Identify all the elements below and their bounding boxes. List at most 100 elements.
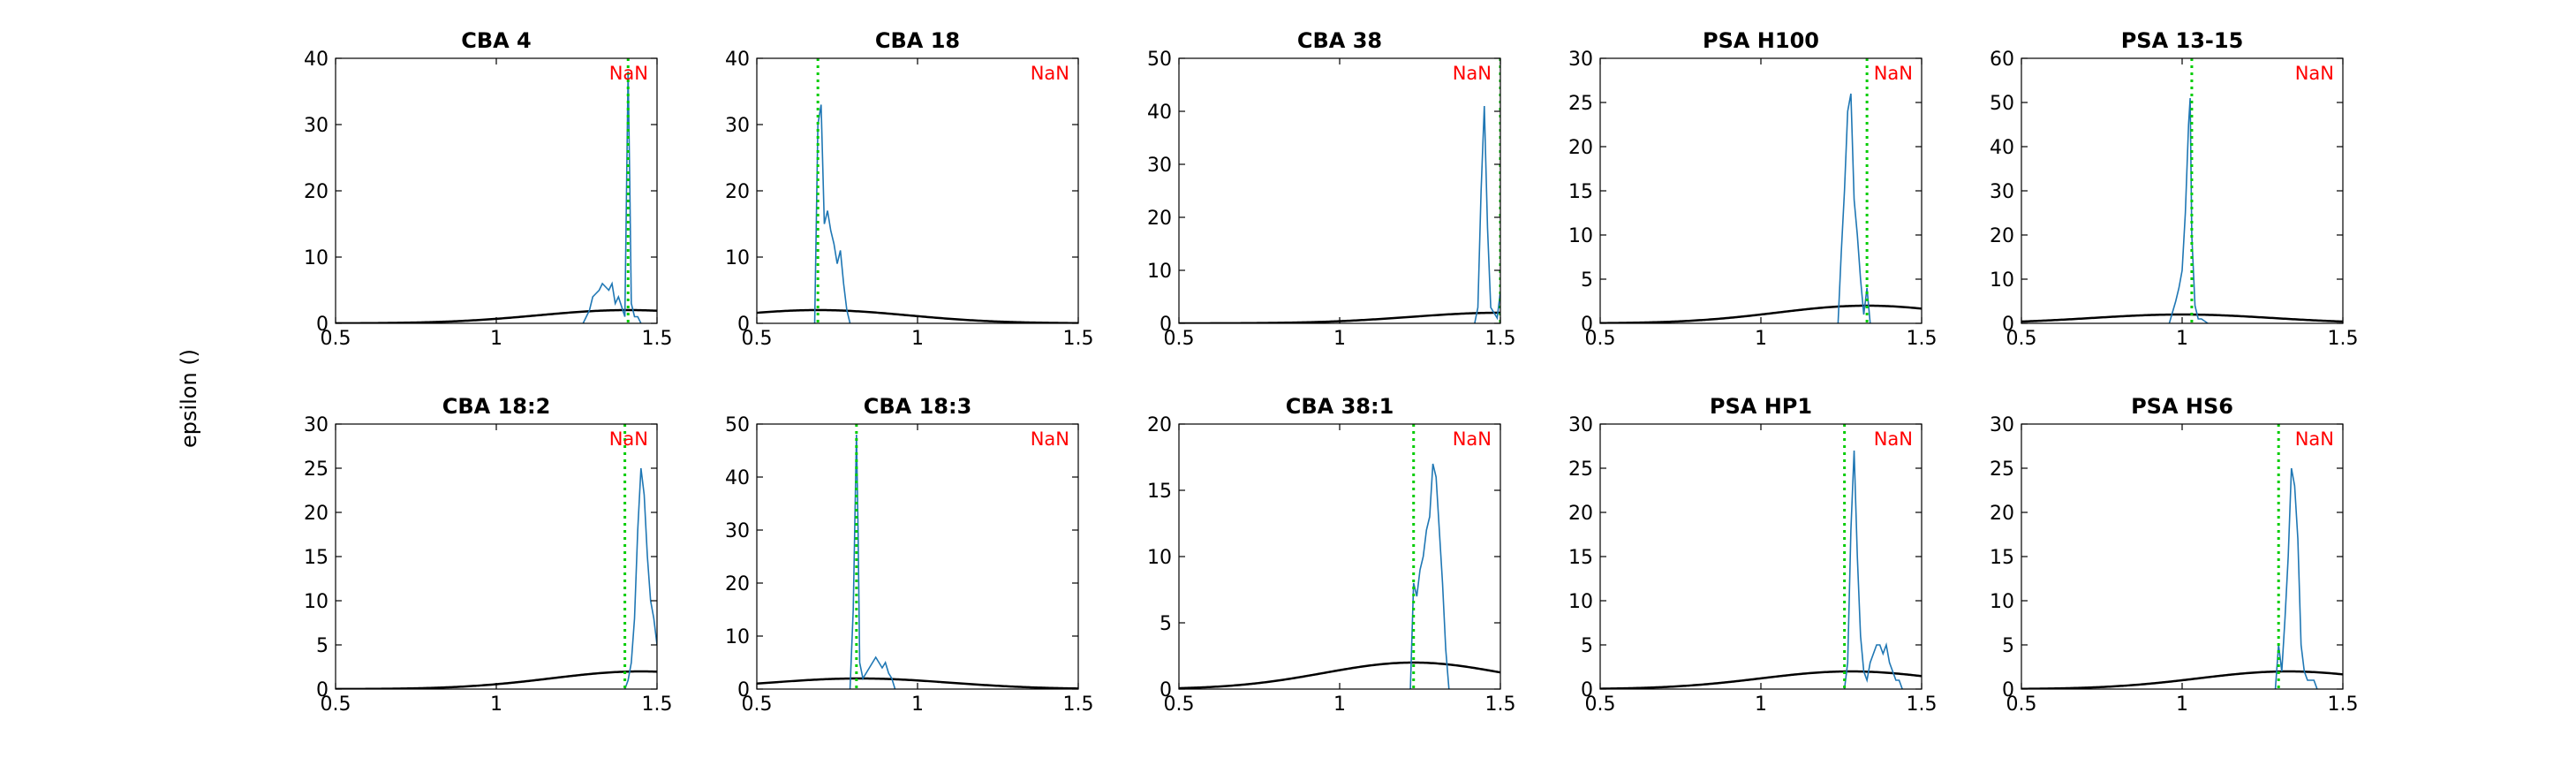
ytick-label: 20 (1147, 208, 1172, 230)
ytick-label: 0 (316, 679, 329, 701)
xtick-label: 1 (1755, 328, 1767, 350)
histogram-line (2274, 467, 2318, 689)
ytick-label: 30 (1568, 49, 1593, 71)
ytick-label: 10 (725, 247, 750, 269)
ytick-label: 40 (304, 49, 329, 71)
ytick-label: 5 (1160, 613, 1172, 635)
plot-area (1179, 424, 1500, 689)
histogram-line (2168, 97, 2209, 323)
ytick-label: 20 (725, 573, 750, 595)
ytick-label: 30 (1568, 414, 1593, 436)
subplot-1: 0 10 20 30 40 0.5 1 1.5 CBA 4 NaN (304, 28, 673, 350)
xtick-label: 1 (1755, 693, 1767, 716)
ytick-label: 15 (1147, 481, 1172, 503)
ytick-label: 5 (316, 635, 329, 657)
xtick-label: 1 (1333, 693, 1346, 716)
plot-area (336, 58, 657, 323)
subplot-10: 0 5 10 15 20 25 30 0.5 1 1.5 PSA HS6 NaN (1990, 394, 2359, 716)
plot-content (1600, 58, 1922, 323)
plot-area (2021, 58, 2343, 323)
plot-area (1600, 58, 1922, 323)
subplot-4: 0 5 10 15 20 25 30 0.5 1 1.5 PSA H100 NaN (1568, 28, 1938, 350)
ytick-label: 10 (304, 591, 329, 613)
ytick-label: 0 (1581, 314, 1593, 336)
subplot-title: PSA H100 (1703, 28, 1819, 53)
xtick-label: 1 (490, 693, 502, 716)
plot-area (757, 58, 1078, 323)
histogram-line (623, 467, 657, 689)
ytick-label: 10 (1147, 547, 1172, 569)
xtick-label: 0.5 (1164, 693, 1195, 716)
xtick-label: 1.5 (1907, 328, 1938, 350)
gaussian-curve (757, 677, 1078, 689)
plot-content (2021, 58, 2343, 323)
ytick-label: 10 (1568, 591, 1593, 613)
ytick-label: 50 (1147, 49, 1172, 71)
ytick-label: 0 (737, 314, 750, 336)
plot-area (757, 424, 1078, 689)
nan-annotation: NaN (609, 63, 648, 84)
ytick-label: 15 (1990, 547, 2014, 569)
ytick-label: 10 (1568, 225, 1593, 247)
xtick-label: 1 (911, 693, 924, 716)
ytick-label: 30 (1990, 414, 2014, 436)
xtick-label: 0.5 (742, 693, 773, 716)
ytick-label: 5 (2002, 635, 2014, 657)
xtick-label: 1.5 (1063, 693, 1094, 716)
nan-annotation: NaN (1031, 63, 1069, 84)
subplot-5: 0 10 20 30 40 50 60 0.5 1 1.5 PSA 13-15 NaN (1990, 28, 2359, 350)
ytick-label: 30 (304, 414, 329, 436)
gaussian-curve (2021, 670, 2343, 689)
nan-annotation: NaN (1874, 428, 1913, 450)
subplot-6: 0 5 10 15 20 25 30 0.5 1 1.5 CBA 18:2 NaN (304, 394, 673, 716)
ytick-label: 10 (1147, 261, 1172, 283)
ytick-label: 10 (1990, 591, 2014, 613)
ytick-label: 0 (2002, 314, 2014, 336)
subplot-8: 0 5 10 15 20 0.5 1 1.5 CBA 38:1 NaN (1147, 394, 1516, 716)
subplot-title: CBA 38 (1297, 28, 1382, 53)
histogram-line (582, 71, 642, 323)
xtick-label: 1 (1333, 328, 1346, 350)
ytick-label: 50 (1990, 93, 2014, 115)
ytick-label: 20 (1990, 503, 2014, 525)
gaussian-curve (2021, 313, 2343, 323)
ytick-label: 0 (316, 314, 329, 336)
xtick-label: 1.5 (1063, 328, 1094, 350)
subplot-title: CBA 18 (875, 28, 960, 53)
subplot-title: CBA 4 (461, 28, 532, 53)
ytick-label: 40 (1990, 137, 2014, 159)
subplot-title: CBA 18:2 (442, 394, 551, 419)
xtick-label: 0.5 (1585, 693, 1616, 716)
ytick-label: 20 (304, 181, 329, 203)
ytick-label: 30 (1990, 181, 2014, 203)
plot-content (1179, 424, 1500, 689)
ytick-label: 15 (304, 547, 329, 569)
ytick-label: 25 (1568, 458, 1593, 481)
ytick-label: 20 (1568, 137, 1593, 159)
xtick-label: 1.5 (1485, 693, 1516, 716)
histogram-line (813, 104, 851, 323)
xtick-label: 1 (911, 328, 924, 350)
figure-ylabel: epsilon () (177, 349, 201, 448)
nan-annotation: NaN (1453, 63, 1492, 84)
xtick-label: 1.5 (1907, 693, 1938, 716)
ytick-label: 20 (1990, 225, 2014, 247)
ytick-label: 20 (725, 181, 750, 203)
ytick-label: 10 (304, 247, 329, 269)
nan-annotation: NaN (1453, 428, 1492, 450)
xtick-label: 1.5 (642, 328, 673, 350)
ytick-label: 5 (1581, 635, 1593, 657)
xtick-label: 1 (490, 328, 502, 350)
subplot-3: 0 10 20 30 40 50 0.5 1 1.5 CBA 38 NaN (1147, 28, 1516, 350)
xtick-label: 1.5 (1485, 328, 1516, 350)
ytick-label: 0 (2002, 679, 2014, 701)
histogram-line (1837, 93, 1871, 323)
subplot-2: 0 10 20 30 40 0.5 1 1.5 CBA 18 NaN (725, 28, 1094, 350)
ytick-label: 25 (304, 458, 329, 481)
subplot-7: 0 10 20 30 40 50 0.5 1 1.5 CBA 18:3 NaN (725, 394, 1094, 716)
ytick-label: 0 (1160, 679, 1172, 701)
ytick-label: 15 (1568, 547, 1593, 569)
ytick-label: 30 (725, 520, 750, 542)
subplot-title: CBA 18:3 (864, 394, 972, 419)
